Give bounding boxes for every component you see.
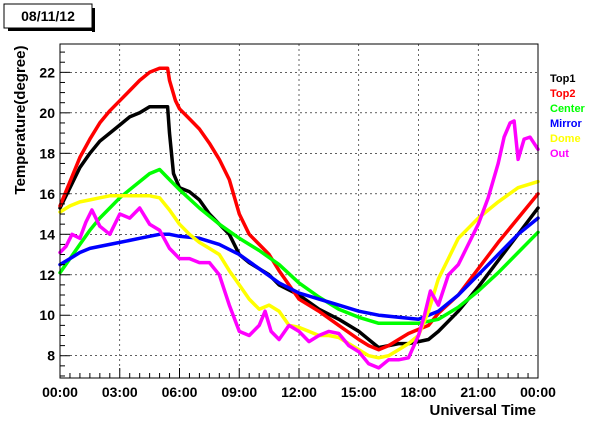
x-tick-label: 00:00 [42, 384, 78, 400]
chart-title: 08/11/12 [21, 8, 75, 24]
x-tick-label: 15:00 [341, 384, 377, 400]
y-tick-label: 20 [39, 105, 55, 121]
y-tick-label: 8 [47, 348, 55, 364]
legend-entry-out: Out [550, 148, 569, 160]
x-tick-label: 00:00 [520, 384, 556, 400]
grid [60, 44, 538, 378]
legend-entry-center: Center [550, 103, 586, 115]
legend: Top1 Top2 Center Mirror Dome Out [550, 73, 586, 160]
x-axis: 00:00 03:00 06:00 09:00 12:00 15:00 18:00 21:00… [42, 368, 556, 400]
series-lines [58, 66, 540, 370]
series-line-mirror [58, 216, 540, 322]
x-tick-label: 12:00 [281, 384, 317, 400]
legend-entry-mirror: Mirror [550, 118, 583, 130]
x-tick-label: 09:00 [221, 384, 257, 400]
chart-title-box: 08/11/12 [3, 3, 95, 32]
y-axis: 8 10 12 14 16 18 20 22 [39, 51, 70, 377]
y-tick-label: 12 [39, 267, 55, 283]
legend-entry-dome: Dome [550, 133, 581, 145]
legend-entry-top2: Top2 [550, 88, 575, 100]
x-tick-label: 21:00 [460, 384, 496, 400]
x-tick-label: 06:00 [162, 384, 198, 400]
x-tick-label: 18:00 [401, 384, 437, 400]
x-axis-title: Universal Time [430, 402, 536, 419]
y-tick-label: 16 [39, 186, 55, 202]
y-tick-label: 22 [39, 64, 55, 80]
y-axis-title: Temperature(degree) [12, 46, 29, 195]
series-line-out [58, 119, 540, 370]
series-line-dome [58, 179, 540, 360]
x-tick-label: 03:00 [102, 384, 138, 400]
y-tick-label: 18 [39, 145, 55, 161]
y-tick-label: 14 [39, 226, 55, 242]
series-line-center [58, 167, 540, 326]
y-tick-label: 10 [39, 307, 55, 323]
legend-entry-top1: Top1 [550, 73, 575, 85]
